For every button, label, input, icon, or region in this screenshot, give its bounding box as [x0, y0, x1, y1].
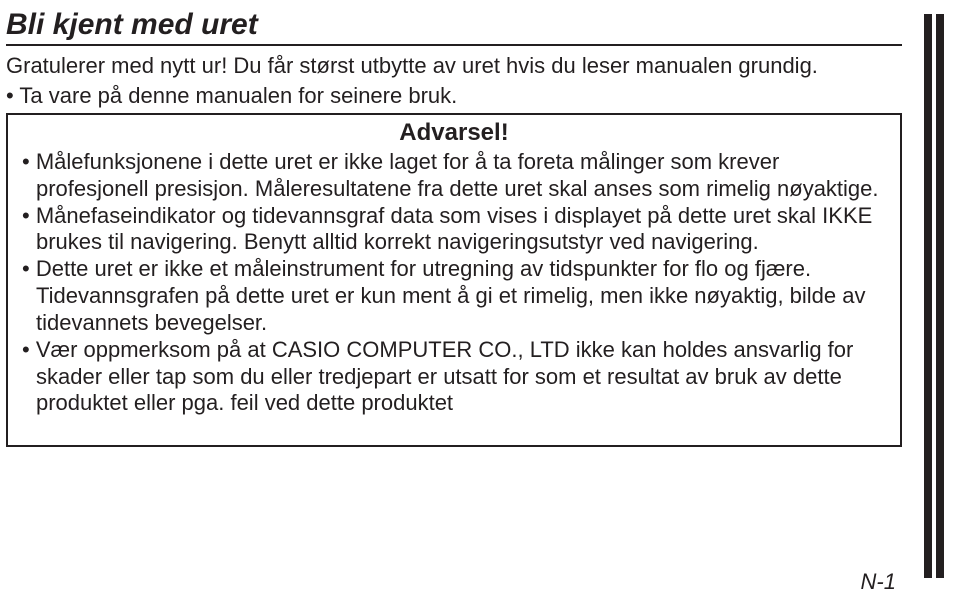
warning-item: Målefunksjonene i dette uret er ikke lag…	[22, 149, 886, 203]
index-bar	[936, 14, 944, 578]
manual-page: Bli kjent med uret Gratulerer med nytt u…	[0, 0, 920, 603]
warning-item: Dette uret er ikke et måleinstrument for…	[22, 256, 886, 336]
intro-bullet: Ta vare på denne manualen for seinere br…	[6, 82, 902, 110]
warning-box: Advarsel! Målefunksjonene i dette uret e…	[6, 113, 902, 447]
intro-text: Gratulerer med nytt ur! Du får størst ut…	[6, 52, 902, 80]
title-rule	[6, 44, 902, 46]
side-index-bars	[924, 14, 948, 578]
index-bar	[924, 14, 932, 578]
warning-item: Månefaseindikator og tidevannsgraf data …	[22, 203, 886, 257]
page-number: N-1	[861, 569, 896, 595]
warning-item: Vær oppmerksom på at CASIO COMPUTER CO.,…	[22, 337, 886, 417]
page-title: Bli kjent med uret	[6, 8, 902, 42]
warning-title: Advarsel!	[22, 119, 886, 147]
